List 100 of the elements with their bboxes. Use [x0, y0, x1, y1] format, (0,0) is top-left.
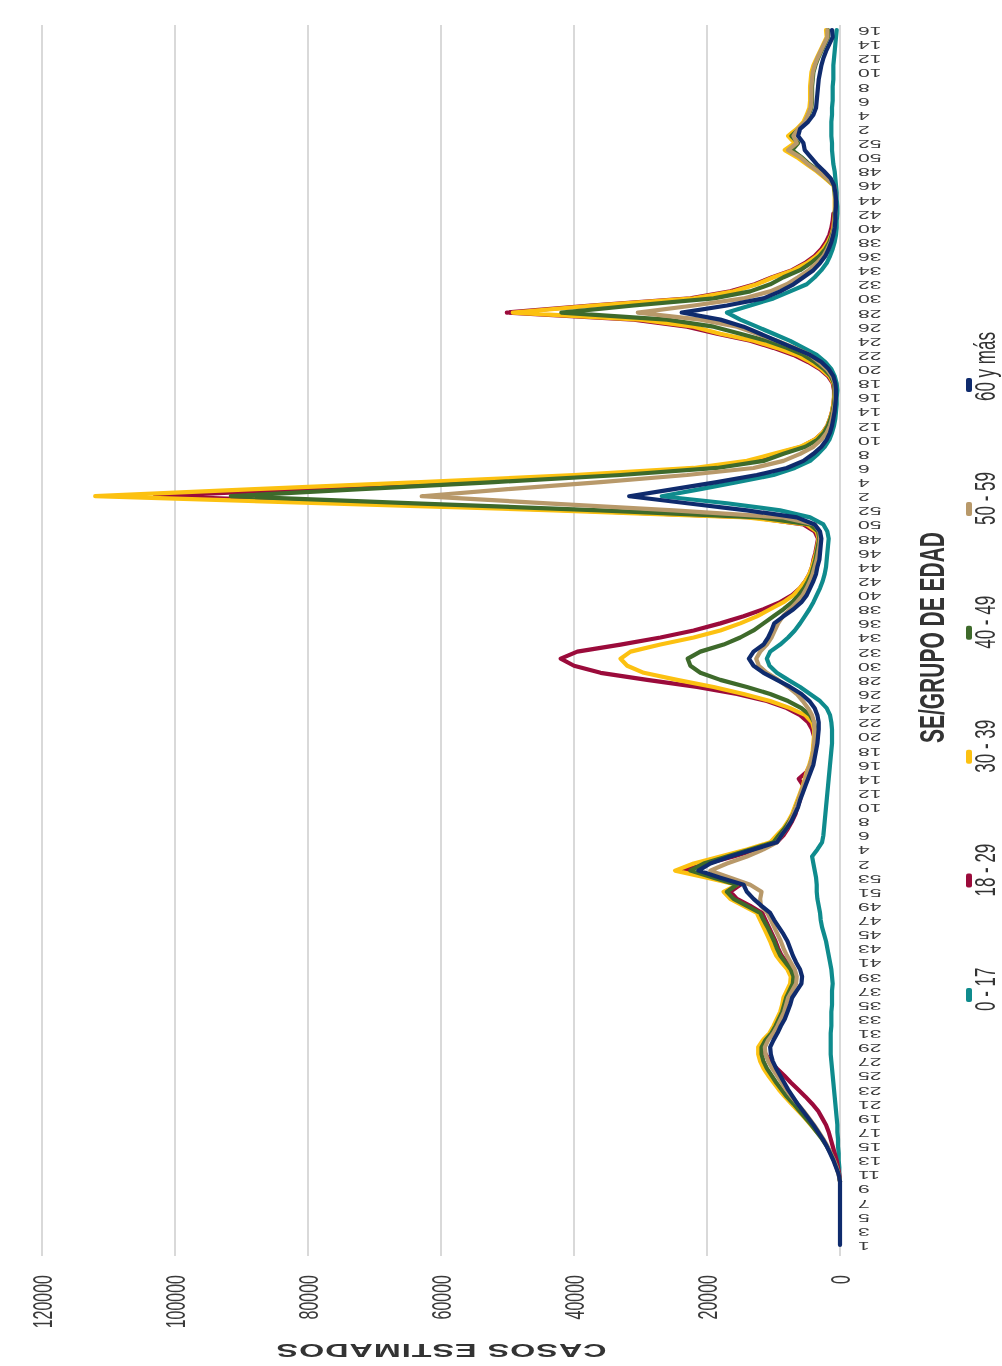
y-tick-label: 18: [858, 377, 882, 390]
x-tick-label: 0: [825, 1275, 856, 1284]
y-tick-label: 42: [858, 575, 882, 588]
y-tick-label: 8: [858, 815, 870, 828]
x-tick-label: 80000: [293, 1275, 324, 1320]
y-tick-label: 36: [858, 250, 882, 263]
legend-label: 40 - 49: [969, 595, 1001, 649]
y-tick-label: 32: [858, 278, 882, 291]
y-tick-label: 52: [858, 504, 882, 517]
x-tick-label: 40000: [559, 1275, 590, 1320]
x-tick-label: 60000: [426, 1275, 457, 1320]
y-tick-label: 10: [858, 434, 882, 447]
y-tick-label: 6: [858, 829, 870, 842]
x-tick-label: 120000: [27, 1275, 58, 1329]
legend-label: 60 y más: [969, 332, 1001, 402]
x-tick-label: 20000: [692, 1275, 723, 1320]
y-tick-label: 45: [858, 928, 882, 941]
y-tick-label: 42: [858, 208, 882, 221]
y-tick-label: 12: [858, 787, 882, 800]
y-tick-label: 43: [858, 942, 882, 955]
x-tick-label: 100000: [160, 1275, 191, 1329]
y-tick-label: 34: [858, 631, 882, 645]
y-tick-label: 46: [858, 547, 882, 560]
y-tick-label: 16: [858, 759, 882, 772]
y-tick-label: 6: [858, 462, 870, 475]
y-tick-label: 14: [858, 38, 882, 51]
y-tick-label: 24: [858, 335, 882, 348]
y-tick-label: 10: [858, 801, 882, 814]
y-tick-label: 8: [858, 448, 870, 461]
y-tick-label: 52: [858, 137, 882, 150]
y-tick-label: 25: [858, 1069, 882, 1083]
y-tick-label: 30: [858, 292, 882, 305]
y-tick-label: 36: [858, 617, 882, 630]
y-tick-label: 26: [858, 321, 882, 334]
y-tick-label: 28: [858, 306, 882, 320]
y-tick-label: 27: [858, 1055, 882, 1068]
y-tick-label: 30: [858, 660, 882, 673]
y-tick-label: 23: [858, 1084, 882, 1097]
y-tick-label: 3: [858, 1225, 870, 1238]
legend-label: 0 - 17: [969, 967, 1001, 1011]
y-tick-label: 39: [858, 971, 882, 984]
x-axis-title: CASOS ESTIMADOS: [275, 1339, 607, 1361]
y-tick-label: 34: [858, 264, 882, 277]
y-tick-label: 12: [858, 420, 882, 433]
y-tick-label: 51: [858, 886, 882, 899]
y-tick-label: 49: [858, 900, 882, 913]
y-tick-label: 22: [858, 349, 882, 362]
y-tick-label: 44: [858, 561, 882, 574]
y-tick-label: 15: [858, 1140, 882, 1153]
y-tick-label: 48: [858, 165, 882, 178]
y-tick-label: 37: [858, 985, 882, 998]
y-tick-label: 32: [858, 646, 882, 659]
y-tick-label: 21: [858, 1098, 882, 1111]
y-tick-label: 50: [858, 518, 882, 532]
y-tick-label: 40: [858, 589, 882, 602]
y-tick-label: 16: [858, 391, 882, 404]
y-tick-label: 38: [858, 236, 882, 249]
y-tick-label: 38: [858, 603, 882, 616]
y-tick-label: 8: [858, 80, 870, 94]
y-tick-label: 11: [858, 1168, 881, 1181]
y-tick-label: 50: [858, 151, 882, 164]
y-tick-label: 4: [858, 843, 870, 856]
y-tick-label: 17: [858, 1126, 882, 1139]
y-tick-label: 18: [858, 744, 882, 758]
y-tick-label: 2: [858, 490, 870, 503]
y-tick-label: 31: [858, 1027, 882, 1040]
y-tick-label: 28: [858, 674, 882, 687]
y-tick-label: 44: [858, 193, 882, 207]
y-tick-label: 19: [858, 1112, 882, 1125]
y-tick-label: 48: [858, 533, 882, 546]
y-tick-label: 33: [858, 1013, 882, 1026]
y-tick-label: 41: [858, 956, 882, 970]
y-tick-label: 46: [858, 179, 882, 192]
y-tick-label: 14: [858, 773, 882, 786]
y-tick-label: 12: [858, 52, 882, 65]
y-tick-label: 40: [858, 222, 882, 235]
y-tick-label: 6: [858, 95, 870, 108]
legend-label: 30 - 39: [969, 719, 1001, 773]
y-tick-label: 13: [858, 1154, 882, 1167]
y-tick-label: 20: [858, 363, 882, 376]
y-tick-label: 29: [858, 1041, 882, 1054]
y-tick-label: 16: [858, 24, 882, 37]
y-tick-label: 2: [858, 123, 870, 136]
y-tick-label: 22: [858, 716, 882, 729]
y-tick-label: 53: [858, 872, 882, 885]
y-tick-label: 2: [858, 857, 870, 871]
y-tick-label: 20: [858, 730, 882, 743]
y-tick-label: 5: [858, 1211, 870, 1224]
y-tick-label: 26: [858, 688, 882, 701]
y-tick-label: 10: [858, 66, 882, 79]
legend-label: 18 - 29: [969, 843, 1001, 897]
y-tick-label: 4: [858, 109, 870, 122]
y-tick-label: 1: [858, 1239, 870, 1252]
y-tick-label: 47: [858, 914, 882, 927]
y-tick-label: 14: [858, 405, 882, 419]
y-tick-label: 7: [858, 1197, 870, 1210]
y-tick-label: 9: [858, 1182, 870, 1196]
y-tick-label: 4: [858, 476, 870, 489]
y-axis-title: SE/GRUPO DE EDAD: [910, 531, 952, 744]
legend-label: 50 - 59: [969, 472, 1001, 525]
